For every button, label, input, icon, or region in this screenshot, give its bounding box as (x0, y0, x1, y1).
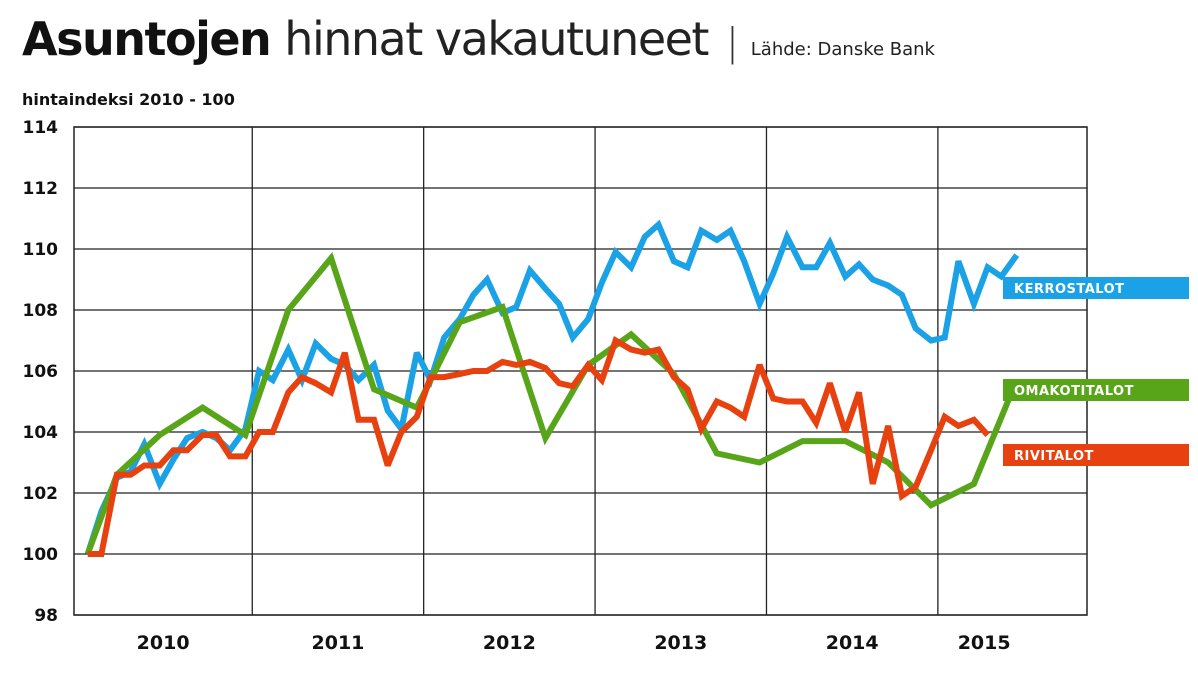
series-label-kerrostalot: KERROSTALOT (1014, 282, 1125, 297)
series-label-bg-rivitalot (1003, 444, 1189, 466)
source-label: Lähde: Danske Bank (750, 39, 935, 60)
y-tick-label-110: 110 (23, 240, 59, 260)
x-tick-label-2011: 2011 (312, 632, 365, 654)
series-label-rivitalot: RIVITALOT (1014, 449, 1094, 464)
y-tick-label-114: 114 (23, 118, 59, 138)
x-tick-label-2015: 2015 (958, 632, 1011, 654)
y-tick-label-106: 106 (23, 362, 59, 382)
title-bold: Asuntojen (22, 12, 272, 66)
y-tick-label-108: 108 (23, 301, 59, 321)
series-line-omakotitalot (84, 251, 1020, 556)
series-line-rivitalot (87, 336, 990, 557)
y-tick-label-100: 100 (23, 545, 59, 565)
title-light: hinnat vakautuneet (284, 12, 709, 66)
y-tick-label-102: 102 (23, 484, 59, 504)
series-line-kerrostalot (84, 219, 1020, 555)
y-tick-label-112: 112 (23, 179, 59, 199)
y-tick-label-98: 98 (34, 606, 58, 626)
series-label-bg-omakotitalot (1003, 379, 1189, 401)
title-row: Asuntojen hinnat vakautuneet | Lähde: Da… (22, 12, 935, 82)
x-tick-label-2014: 2014 (826, 632, 879, 654)
plot-frame (73, 126, 1088, 616)
y-axis-subtitle: hintaindeksi 2010 - 100 (22, 90, 235, 109)
series-label-omakotitalot: OMAKOTITALOT (1014, 384, 1134, 399)
x-tick-label-2012: 2012 (483, 632, 536, 654)
series-label-bg-kerrostalot (1003, 277, 1189, 299)
title-separator: | (725, 20, 739, 64)
x-tick-label-2013: 2013 (654, 632, 707, 654)
x-tick-label-2010: 2010 (137, 632, 190, 654)
y-tick-label-104: 104 (23, 423, 59, 443)
